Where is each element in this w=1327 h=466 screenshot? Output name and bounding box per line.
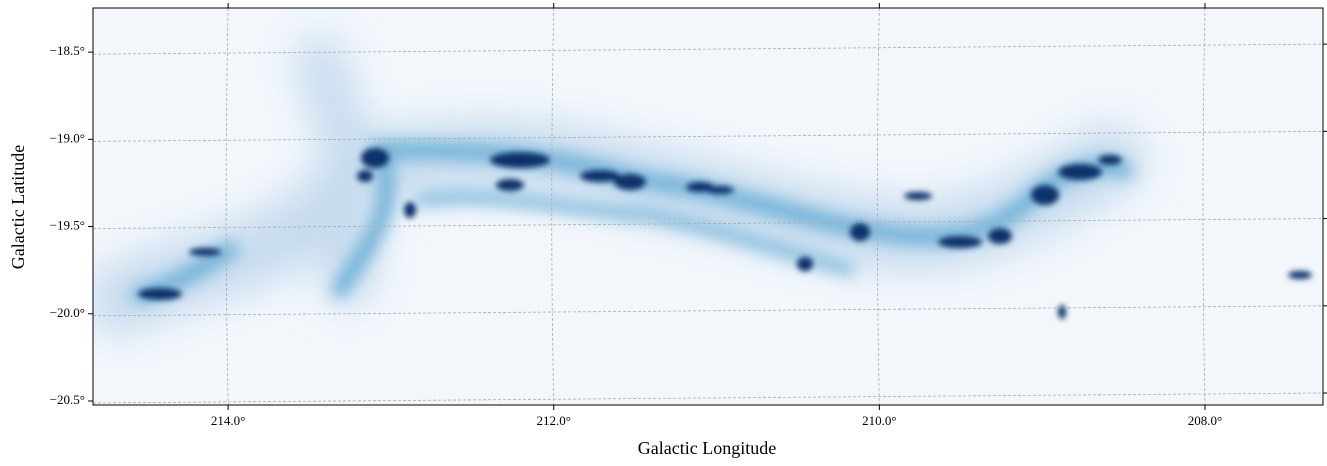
x-tick-label: 210.0° (862, 413, 896, 428)
y-tick-label: −18.5° (50, 43, 85, 58)
y-tick-label: −19.5° (50, 218, 85, 233)
y-axis-label: Galactic Latitude (8, 145, 28, 269)
x-tick-label: 212.0° (537, 413, 571, 428)
sky-image (93, 8, 1323, 405)
x-tick-label: 208.0° (1188, 413, 1222, 428)
y-tick-label: −20.0° (50, 305, 85, 320)
x-axis-label: Galactic Longitude (638, 438, 776, 458)
x-tick-label: 214.0° (211, 413, 245, 428)
y-tick-label: −20.5° (50, 392, 85, 407)
y-tick-label: −19.0° (50, 130, 85, 145)
chart: Galactic Longitude Galactic Latitude 214… (0, 0, 1327, 461)
